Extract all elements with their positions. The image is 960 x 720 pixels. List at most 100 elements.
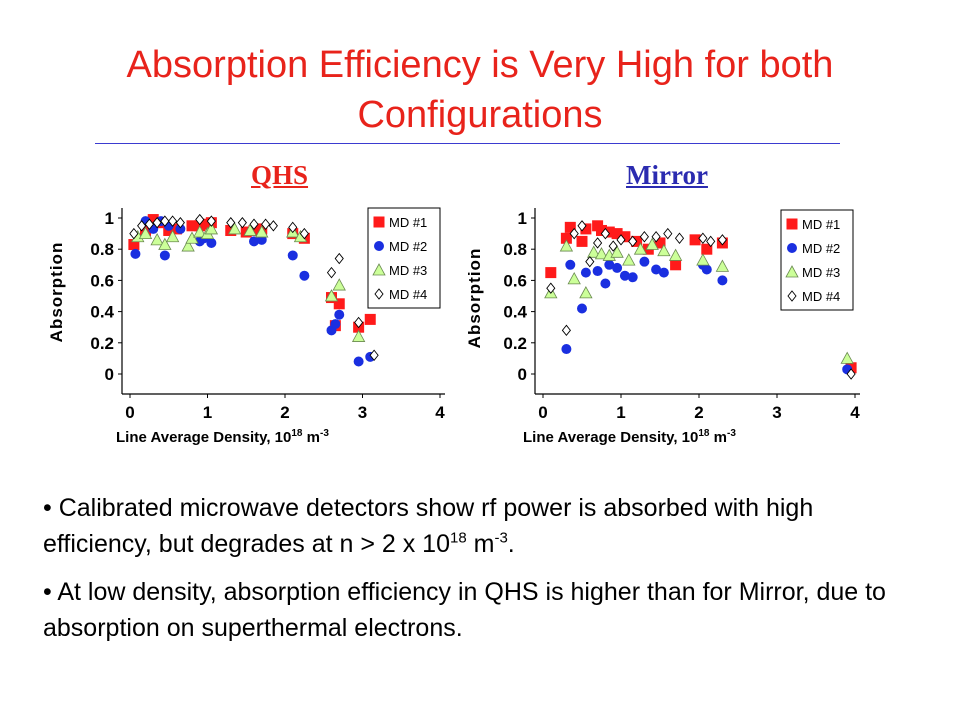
data-point: [334, 309, 345, 320]
data-point: [152, 216, 162, 229]
y-tick-label: 0: [105, 365, 114, 384]
x-axis-label-text: Line Average Density, 10: [116, 429, 291, 446]
panel-label-qhs: QHS: [251, 160, 309, 190]
data-point: [243, 223, 257, 236]
data-point: [226, 216, 236, 229]
data-point: [594, 247, 609, 260]
y-tick-label: 0.4: [503, 303, 527, 322]
data-point: [268, 220, 278, 232]
data-point: [576, 235, 588, 247]
bullet-item-2: • At low density, absorption efficiency …: [43, 578, 886, 642]
bullet-1-unit-exponent: -3: [494, 529, 508, 547]
legend-marker: [787, 243, 797, 253]
data-point: [546, 282, 556, 294]
data-point: [130, 248, 141, 259]
data-point: [585, 255, 595, 268]
bullet-item-1: • Calibrated microwave detectors show rf…: [43, 494, 814, 558]
qhs-absorption-chart: 0 0.2 0.4 0.6 0.8 1 0 1 2 3 4 Absorption Line Averag…: [47, 207, 445, 446]
data-point: [663, 227, 673, 240]
x-axis-label-unit-exponent: -3: [727, 428, 736, 439]
legend-marker: [786, 218, 798, 230]
data-point: [159, 250, 170, 261]
legend-marker: [373, 216, 385, 228]
x-axis-label-exponent: 18: [291, 428, 303, 439]
data-point: [633, 242, 648, 255]
x-axis-label-unit-exponent: -3: [320, 428, 329, 439]
data-point: [353, 356, 364, 367]
data-point: [564, 221, 576, 233]
series-4: [546, 220, 856, 380]
bullet-1-exponent: 18: [449, 529, 467, 547]
data-point: [144, 218, 154, 230]
data-point: [600, 278, 611, 289]
data-point: [561, 324, 571, 337]
legend-marker: [374, 288, 384, 300]
data-point: [324, 289, 339, 302]
data-point: [354, 316, 364, 329]
legend-entry: MD #1: [802, 217, 840, 232]
data-point: [326, 266, 337, 279]
legend-entry: MD #1: [389, 215, 427, 230]
y-tick-label: 0.8: [503, 240, 527, 259]
data-point: [670, 259, 682, 271]
data-point: [150, 233, 164, 246]
y-tick-label: 0.4: [90, 303, 114, 322]
data-point: [698, 232, 708, 245]
y-tick-label: 0: [518, 365, 527, 384]
data-point: [612, 262, 623, 273]
y-tick-label: 0.2: [503, 334, 527, 353]
data-point: [299, 227, 309, 240]
data-point: [577, 303, 587, 314]
data-point: [696, 253, 710, 266]
bullet-2-text: At low density, absorption efficiency in…: [43, 578, 886, 642]
x-tick-label: 1: [203, 403, 212, 422]
x-axis-label-exponent: 18: [698, 428, 710, 439]
legend-entry: MD #4: [389, 287, 427, 302]
data-point: [175, 216, 185, 229]
x-tick-label: 0: [125, 403, 134, 422]
data-point: [567, 272, 581, 285]
x-axis-label-text: Line Average Density, 10: [523, 429, 698, 446]
data-point: [569, 227, 579, 240]
series-3: [131, 222, 366, 342]
data-point: [610, 245, 624, 258]
data-point: [168, 215, 178, 227]
data-point: [181, 239, 195, 252]
data-point: [701, 264, 712, 275]
data-point: [227, 222, 242, 235]
data-point: [715, 259, 730, 272]
data-point: [137, 220, 147, 232]
data-point: [255, 225, 269, 238]
data-point: [545, 267, 557, 279]
x-axis-label: Line Average Density, 1018 m-3: [523, 428, 736, 446]
data-point: [204, 222, 219, 235]
data-point: [334, 252, 344, 265]
legend-marker: [374, 241, 384, 251]
data-point: [600, 227, 610, 240]
x-tick-label: 2: [694, 403, 703, 422]
legend-entry: MD #2: [802, 241, 840, 256]
data-point: [628, 235, 638, 248]
data-point: [193, 225, 207, 238]
data-point: [579, 286, 593, 299]
data-point: [288, 221, 298, 234]
data-point: [369, 349, 379, 362]
x-axis-label: Line Average Density, 1018 m-3: [116, 428, 329, 446]
x-axis-label-unit: m: [709, 429, 727, 446]
legend-entry: MD #3: [389, 263, 427, 278]
y-axis-label: Absorption: [465, 248, 484, 349]
data-point: [674, 232, 685, 245]
data-point: [622, 253, 636, 266]
x-tick-label: 0: [538, 403, 547, 422]
bullet-1-end: .: [507, 530, 515, 558]
data-point: [287, 250, 298, 261]
data-point: [351, 329, 366, 342]
legend-marker: [785, 265, 799, 278]
x-tick-label: 4: [850, 403, 860, 422]
slide-title: Absorption Efficiency is Very High for b…: [126, 44, 834, 136]
series-3: [544, 237, 854, 364]
data-point: [658, 267, 669, 278]
y-tick-label: 0.8: [90, 240, 114, 259]
data-point: [627, 272, 638, 283]
data-point: [158, 237, 172, 250]
